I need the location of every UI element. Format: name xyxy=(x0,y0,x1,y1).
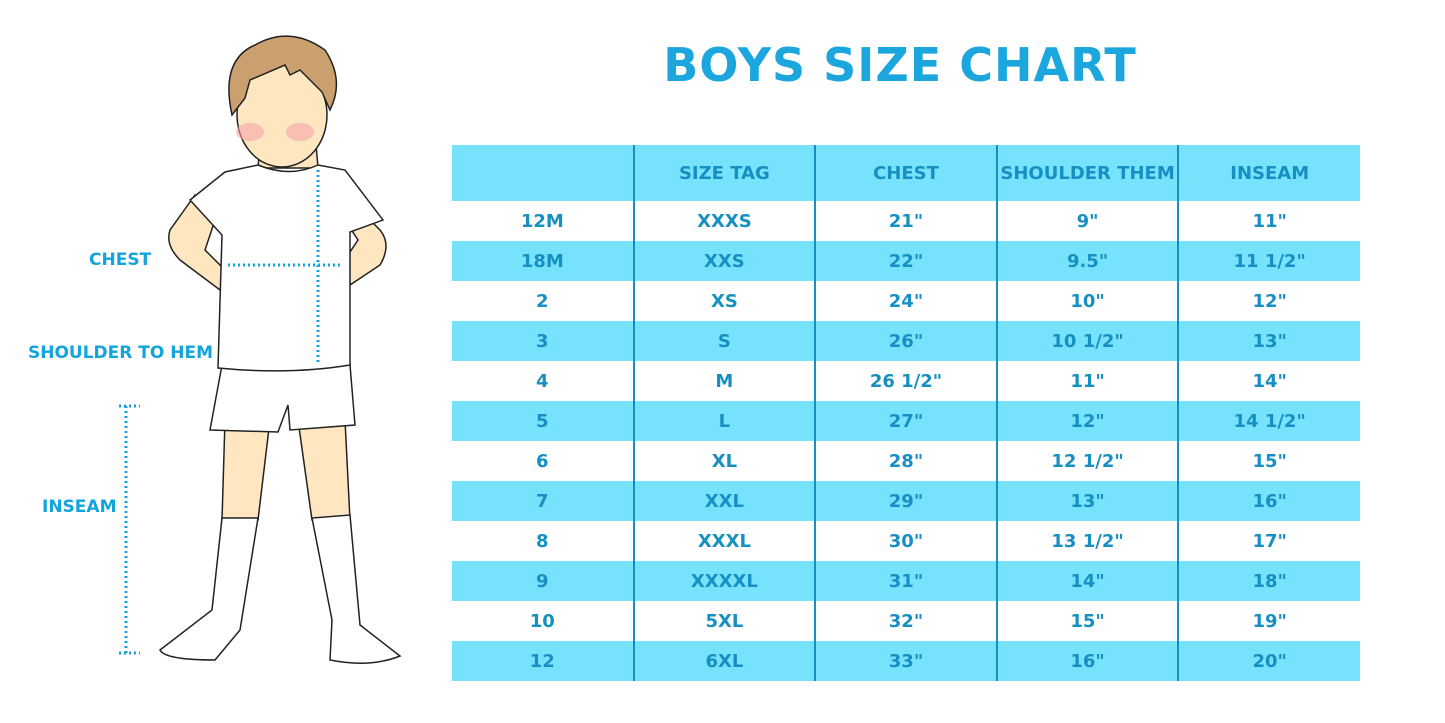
table-cell: 9 xyxy=(452,561,634,601)
table-cell: L xyxy=(632,401,816,441)
table-row: 9 XXXXL 31" 14" 18" xyxy=(452,561,1360,601)
table-cell: 15" xyxy=(1177,441,1360,481)
table-cell: XXXXL xyxy=(632,561,816,601)
header-cell: CHEST xyxy=(814,145,997,201)
table-cell: 18M xyxy=(452,241,634,281)
table-cell: 14" xyxy=(995,561,1179,601)
table-cell: 5 xyxy=(452,401,634,441)
page-title: BOYS SIZE CHART xyxy=(663,38,1137,92)
table-cell: 14 1/2" xyxy=(1177,401,1360,441)
table-cell: 16" xyxy=(995,641,1179,681)
table-cell: 6XL xyxy=(632,641,816,681)
table-row: 10 5XL 32" 15" 19" xyxy=(452,601,1360,641)
table-cell: 26 1/2" xyxy=(814,361,997,401)
table-cell: 12 1/2" xyxy=(995,441,1179,481)
table-row: 4 M 26 1/2" 11" 14" xyxy=(452,361,1360,401)
table-cell: 11 1/2" xyxy=(1177,241,1360,281)
header-cell: SHOULDER THEM xyxy=(995,145,1179,201)
chest-label: CHEST xyxy=(89,250,152,270)
boy-illustration xyxy=(119,35,402,664)
table-row: 12 6XL 33" 16" 20" xyxy=(452,641,1360,681)
table-cell: XXL xyxy=(632,481,816,521)
table-cell: 21" xyxy=(814,201,997,241)
table-cell: 32" xyxy=(814,601,997,641)
table-cell: 6 xyxy=(536,450,549,472)
table-cell: 4 xyxy=(536,370,549,392)
table-cell: 15" xyxy=(995,601,1179,641)
table-cell: 7 xyxy=(452,481,634,521)
table-cell: XXXS xyxy=(632,201,816,241)
table-cell: 10 xyxy=(529,610,555,632)
table-cell: XXXL xyxy=(632,521,816,561)
table-cell: 13 1/2" xyxy=(995,521,1179,561)
table-cell: XL xyxy=(632,441,816,481)
table-cell: 5XL xyxy=(632,601,816,641)
table-cell: 22" xyxy=(814,241,997,281)
header-cell: INSEAM xyxy=(1177,145,1360,201)
table-row: 12M XXXS 21" 9" 11" xyxy=(452,201,1360,241)
table-cell: S xyxy=(632,321,816,361)
header-cell xyxy=(452,145,634,201)
table-cell: 10" xyxy=(995,281,1179,321)
table-cell: 17" xyxy=(1177,521,1360,561)
table-cell: 29" xyxy=(814,481,997,521)
table-row: 5 L 27" 12" 14 1/2" xyxy=(452,401,1360,441)
table-cell: 18" xyxy=(1177,561,1360,601)
table-cell: 11" xyxy=(1177,201,1360,241)
table-cell: 8 xyxy=(536,530,549,552)
table-cell: 24" xyxy=(814,281,997,321)
table-cell: 31" xyxy=(814,561,997,601)
table-cell: 27" xyxy=(814,401,997,441)
inseam-label: INSEAM xyxy=(42,497,117,517)
table-cell: 12M xyxy=(520,210,564,232)
table-cell: 19" xyxy=(1177,601,1360,641)
table-row: 6 XL 28" 12 1/2" 15" xyxy=(452,441,1360,481)
table-cell: 16" xyxy=(1177,481,1360,521)
table-cell: 12" xyxy=(1177,281,1360,321)
table-cell: 2 xyxy=(536,290,549,312)
table-row: 18M XXS 22" 9.5" 11 1/2" xyxy=(452,241,1360,281)
table-cell: 11" xyxy=(995,361,1179,401)
table-row: 8 XXXL 30" 13 1/2" 17" xyxy=(452,521,1360,561)
table-cell: 28" xyxy=(814,441,997,481)
table-cell: 10 1/2" xyxy=(995,321,1179,361)
table-cell: 12" xyxy=(995,401,1179,441)
table-row: 2 XS 24" 10" 12" xyxy=(452,281,1360,321)
table-cell: 13" xyxy=(1177,321,1360,361)
table-cell: 33" xyxy=(814,641,997,681)
table-cell: M xyxy=(632,361,816,401)
table-cell: XS xyxy=(632,281,816,321)
table-cell: 9.5" xyxy=(995,241,1179,281)
table-cell: 3 xyxy=(452,321,634,361)
table-cell: 20" xyxy=(1177,641,1360,681)
table-cell: 13" xyxy=(995,481,1179,521)
header-cell: SIZE TAG xyxy=(632,145,816,201)
size-table: SIZE TAG CHEST SHOULDER THEM INSEAM 12M X… xyxy=(452,145,1360,681)
table-cell: XXS xyxy=(632,241,816,281)
table-cell: 12 xyxy=(452,641,634,681)
table-cell: 9" xyxy=(995,201,1179,241)
shoulder-to-hem-label: SHOULDER TO HEM xyxy=(28,343,214,363)
header-row: SIZE TAG CHEST SHOULDER THEM INSEAM xyxy=(452,145,1360,201)
table-cell: 14" xyxy=(1177,361,1360,401)
table-cell: 26" xyxy=(814,321,997,361)
table-row: 3 S 26" 10 1/2" 13" xyxy=(452,321,1360,361)
table-row: 7 XXL 29" 13" 16" xyxy=(452,481,1360,521)
table-cell: 30" xyxy=(814,521,997,561)
